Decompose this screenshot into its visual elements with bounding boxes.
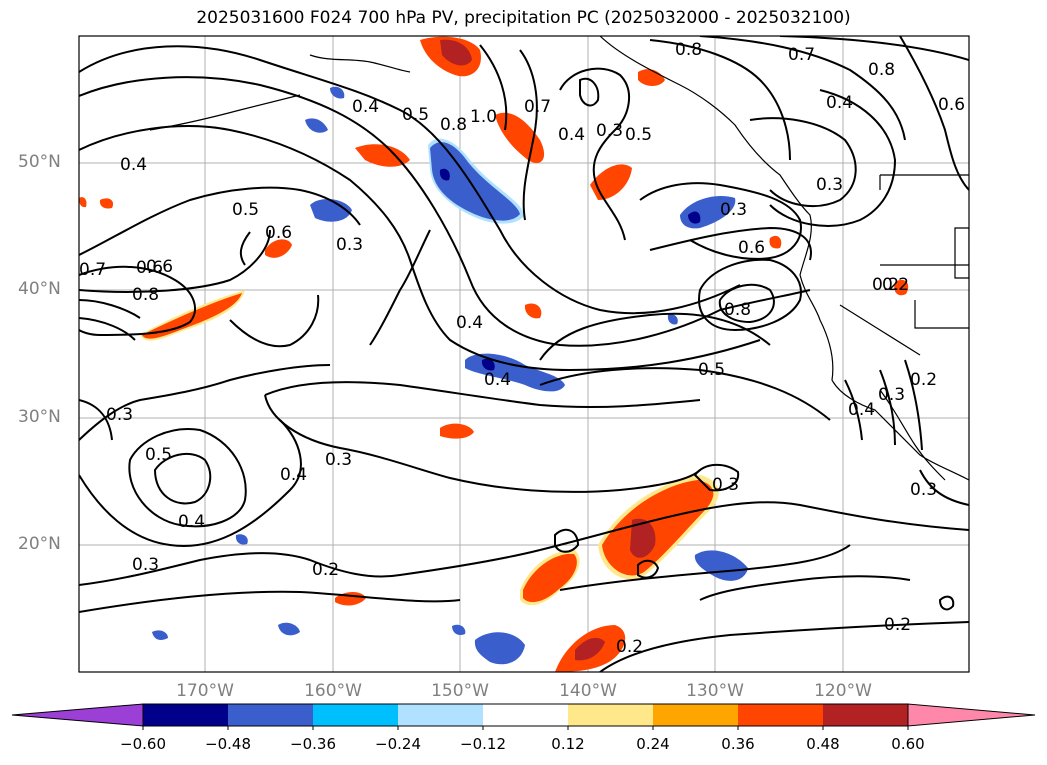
- contour-label: 0.6: [265, 223, 292, 243]
- contour-label: 0.6: [738, 238, 765, 258]
- contour-label: 0.4: [848, 400, 875, 420]
- contour-label: 0.3: [712, 475, 739, 495]
- lon-label: 170°W: [176, 681, 234, 701]
- colorbar-tick-label: 0.48: [806, 735, 840, 753]
- contour-label: 0.4: [484, 370, 511, 390]
- contour-label: 0.4: [178, 512, 205, 532]
- contour-label: 0.3: [720, 200, 747, 220]
- contour-label: 0.3: [878, 385, 905, 405]
- contour-label: 0.2: [616, 637, 643, 657]
- contour-label: 0.6: [146, 257, 173, 277]
- colorbar: [11, 703, 1036, 730]
- contour-label: 0.2: [910, 370, 937, 390]
- lat-label: 30°N: [18, 407, 61, 427]
- chart-title: 2025031600 F024 700 hPa PV, precipitatio…: [196, 8, 851, 28]
- contour-label: 0.2: [882, 275, 909, 295]
- contour-label: 0.3: [596, 121, 623, 141]
- lon-label: 140°W: [559, 681, 617, 701]
- contour-label: 0.8: [132, 285, 159, 305]
- contour-label: 0.3: [336, 235, 363, 255]
- contour-label: 0.6: [136, 258, 163, 278]
- colorbar-frame: [142, 703, 909, 727]
- lat-label: 40°N: [18, 279, 61, 299]
- lat-label: 20°N: [18, 534, 61, 554]
- colorbar-segment: [143, 704, 228, 726]
- contour-label: 0.4: [352, 97, 379, 117]
- contour-label: 0.8: [724, 300, 751, 320]
- colorbar-tick-label: 0.12: [551, 735, 585, 753]
- contour-label: 0.5: [698, 360, 725, 380]
- colorbar-tick-label: −0.60: [120, 735, 166, 753]
- colorbar-segment: [228, 704, 313, 726]
- colorbar-segment: [738, 704, 823, 726]
- contour-label: 0.6: [938, 95, 965, 115]
- contour-label: 0.4: [826, 93, 853, 113]
- lon-label: 150°W: [431, 681, 489, 701]
- pv-contours: [79, 36, 969, 672]
- colorbar-tick-label: −0.12: [460, 735, 506, 753]
- colorbar-segment: [568, 704, 653, 726]
- contour-label: 0.5: [625, 125, 652, 145]
- contour-label: 0.8: [868, 60, 895, 80]
- contour-label: 0.8: [675, 40, 702, 60]
- colorbar-extend-high: [907, 703, 1036, 727]
- contour-label: 0.3: [132, 555, 159, 575]
- contour-label: 1.0: [470, 107, 497, 127]
- lat-label: 50°N: [18, 152, 61, 172]
- coastlines: [149, 36, 969, 481]
- lon-label: 130°W: [686, 681, 744, 701]
- contour-label: 0.4: [456, 313, 483, 333]
- precipitation-shading: [79, 36, 909, 672]
- contour-label: 0.3: [816, 175, 843, 195]
- contour-label: 0.4: [120, 155, 147, 175]
- colorbar-segment: [398, 704, 483, 726]
- contour-labels: 0.4 0.5 0.6 0.8 1.0 0.7 0.4 0.5 0.8 0.7 …: [79, 40, 965, 657]
- contour-label: 0.5: [402, 105, 429, 125]
- contour-label: 0.2: [312, 560, 339, 580]
- colorbar-tick-label: −0.48: [205, 735, 251, 753]
- colorbar-segment: [823, 704, 908, 726]
- contour-label: 0.5: [145, 445, 172, 465]
- colorbar-tick-label: −0.36: [290, 735, 336, 753]
- contour-label: 0.3: [910, 480, 937, 500]
- contour-label: 0.8: [440, 115, 467, 135]
- colorbar-tick-label: 0.36: [721, 735, 755, 753]
- colorbar-segment: [653, 704, 738, 726]
- colorbar-segment: [313, 704, 398, 726]
- contour-label: 0.7: [79, 260, 106, 280]
- colorbar-tick-label: 0.60: [891, 735, 925, 753]
- contour-label: 0.4: [280, 465, 307, 485]
- lon-label: 120°W: [814, 681, 872, 701]
- contour-label: 0.5: [232, 200, 259, 220]
- contour-label: 0.7: [524, 97, 551, 117]
- contour-label: 0.7: [788, 45, 815, 65]
- map-frame: [78, 35, 970, 673]
- contour-label: 0.4: [558, 125, 585, 145]
- colorbar-segment: [483, 704, 568, 726]
- lon-label: 160°W: [304, 681, 362, 701]
- colorbar-extend-low: [11, 703, 144, 727]
- colorbar-tick-label: 0.24: [636, 735, 670, 753]
- contour-label: 0.2: [872, 275, 899, 295]
- colorbar-tick-label: −0.24: [375, 735, 421, 753]
- contour-label: 0.3: [325, 450, 352, 470]
- contour-label: 0.2: [884, 615, 911, 635]
- contour-label: 0.3: [106, 405, 133, 425]
